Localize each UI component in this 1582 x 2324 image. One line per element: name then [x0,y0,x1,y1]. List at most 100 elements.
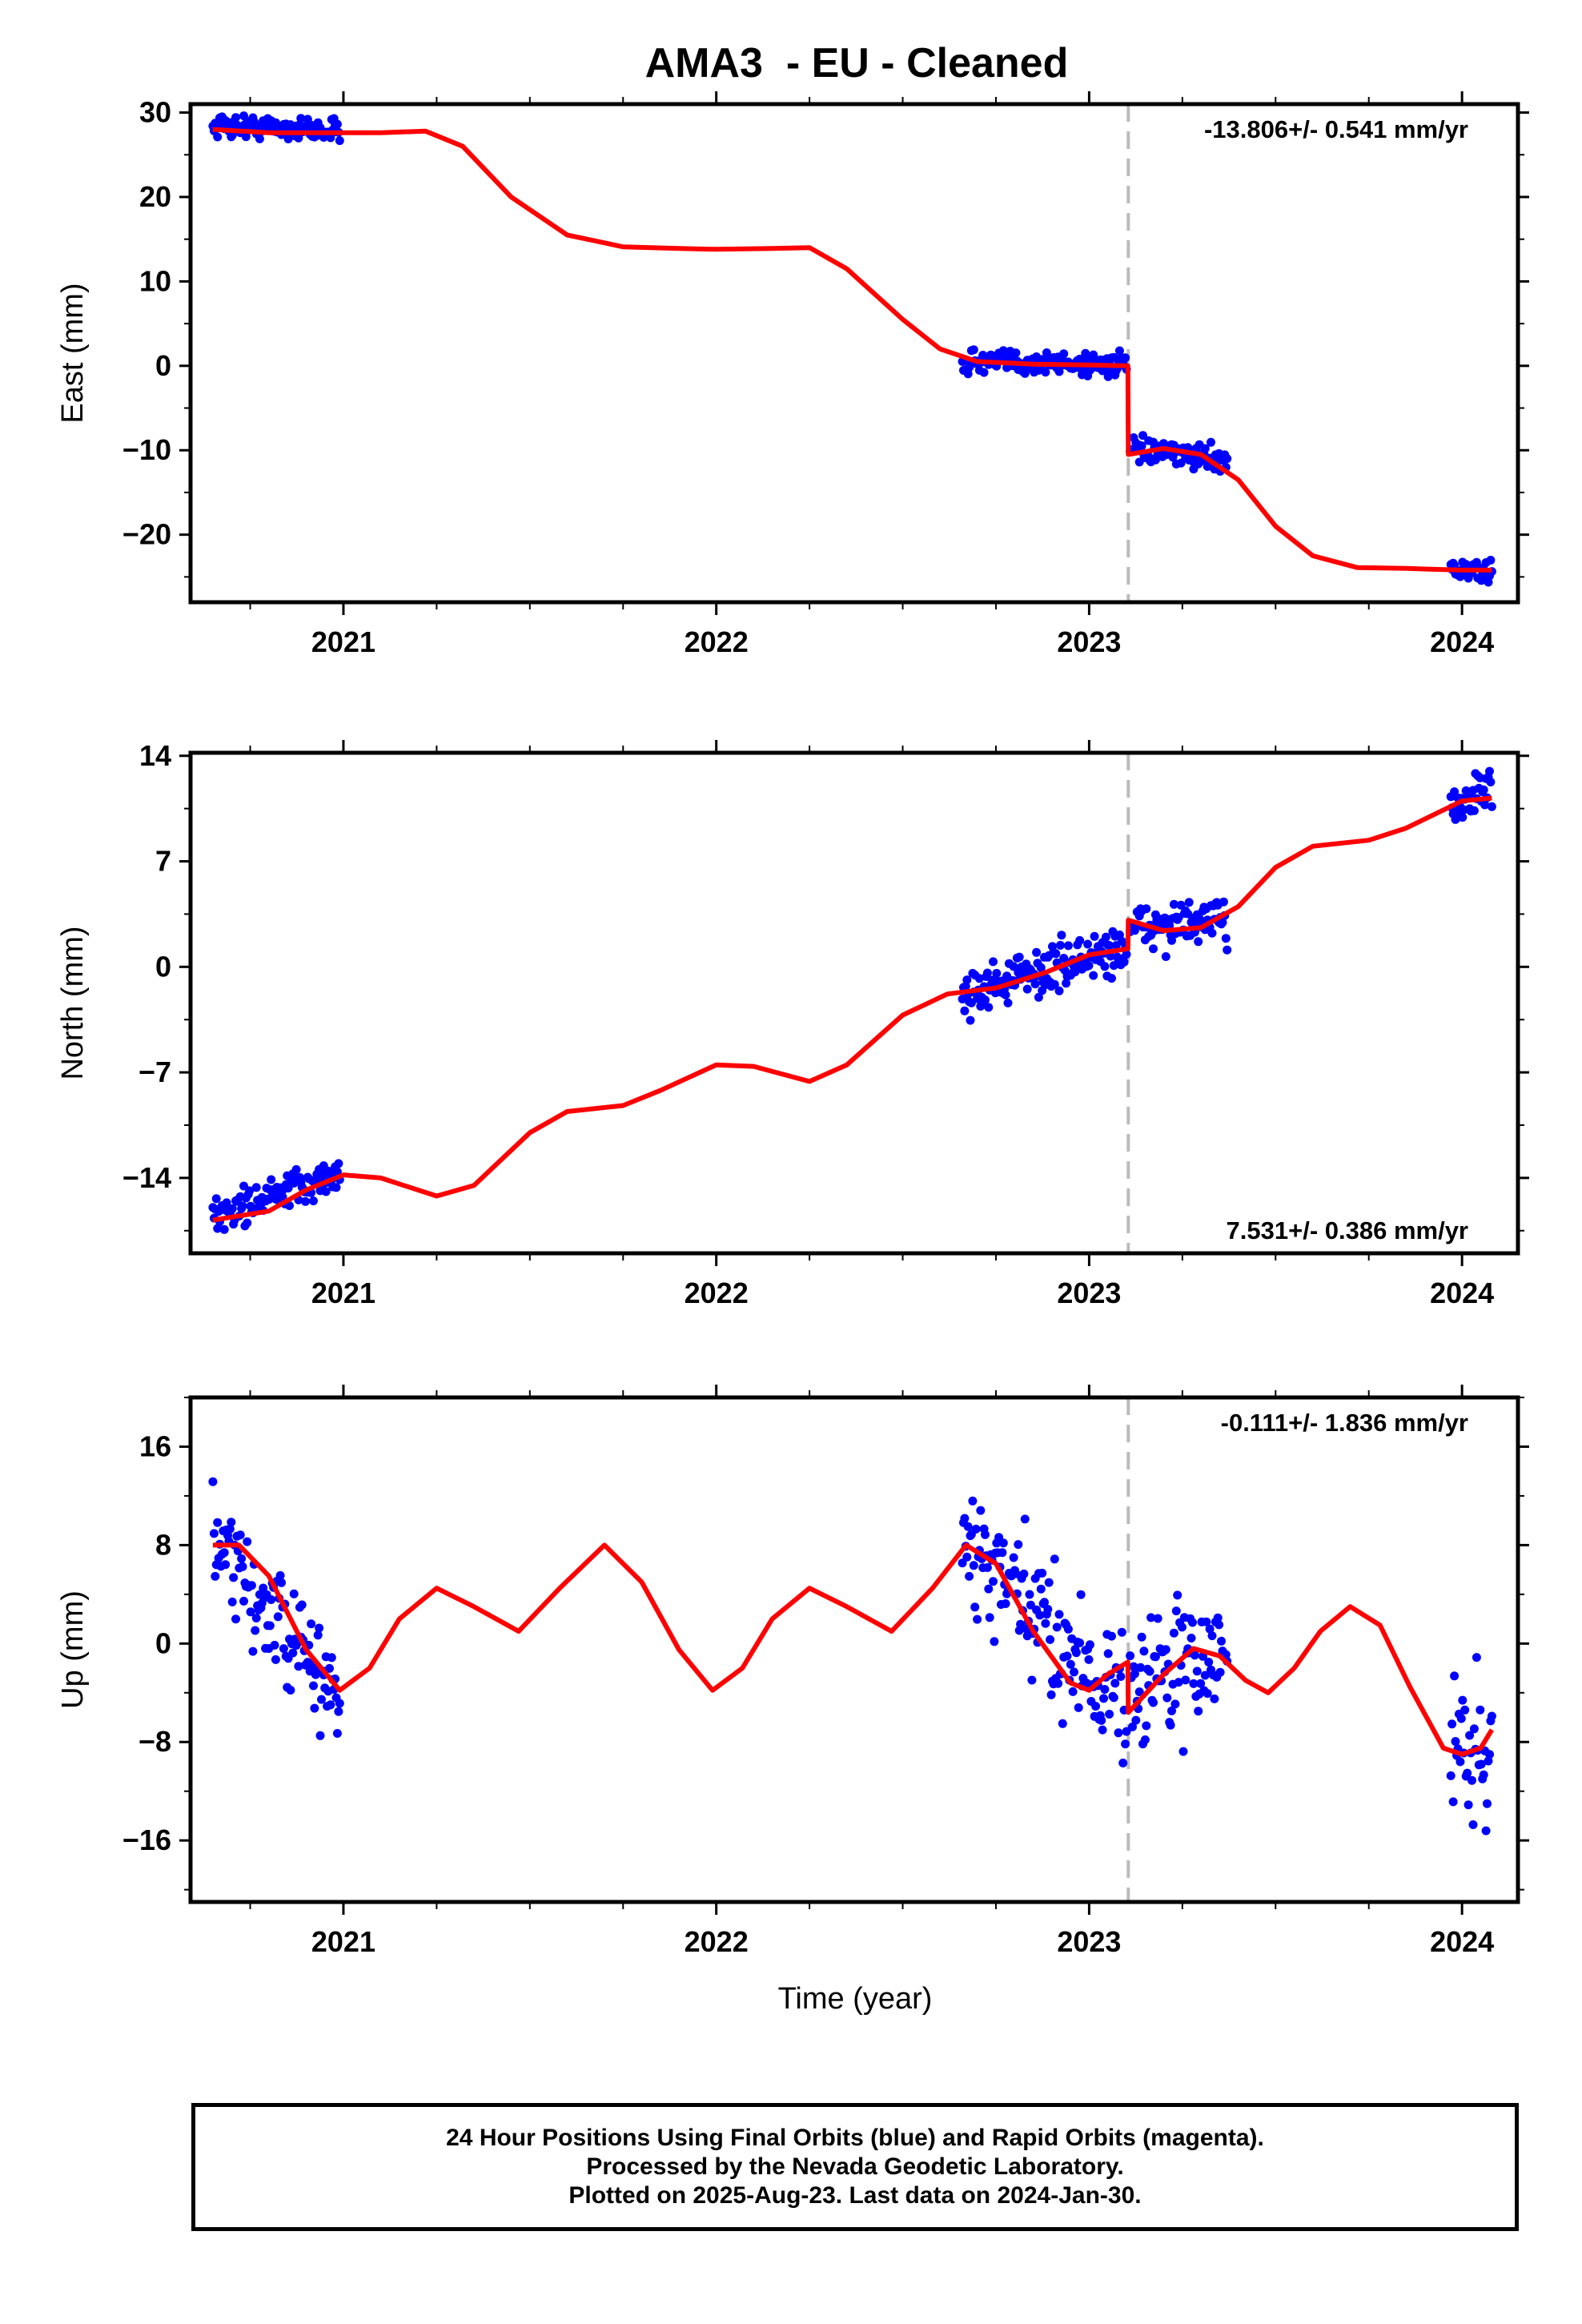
data-point [1139,1647,1149,1656]
data-point [1107,1631,1116,1641]
data-point [209,1529,219,1538]
data-point [971,1524,981,1534]
y-tick-label: −16 [122,1823,171,1856]
model-fit-line [212,1542,1494,1757]
data-point [1194,1707,1203,1716]
data-point [1038,1568,1047,1578]
data-point [982,968,992,978]
y-axis-title: Up (mm) [56,1590,90,1709]
north-panel: 14 7 0 −7 −14 2021 2022 2023 2024 North (mm) 7.531… [56,739,1529,1309]
data-point [246,1607,255,1617]
data-point [1014,1540,1023,1550]
up-panel: 16 8 0 −8 −16 2021 2022 2023 2024 Up (mm) -0.111+/… [56,1385,1529,1958]
y-tick-label: −20 [122,518,171,551]
data-point [1136,1663,1146,1672]
data-point [1479,1770,1488,1779]
y-tick-label: 8 [155,1528,171,1561]
x-tick-label: 2024 [1430,1277,1494,1309]
data-point [1186,1634,1196,1642]
data-point [1210,1694,1219,1703]
data-point [1150,1652,1160,1662]
data-point [1054,1610,1064,1619]
x-tick-label: 2022 [685,1277,749,1309]
data-point [1122,950,1131,959]
data-point [1448,1797,1458,1807]
data-point [1097,1715,1106,1725]
data-point [1190,1651,1199,1660]
data-point [1075,935,1085,945]
model-fit-line [212,127,1492,573]
data-point [1142,1721,1151,1731]
velocity-annotation: -0.111+/- 1.836 mm/yr [1221,1409,1468,1437]
data-point [245,1186,255,1196]
data-point [1118,1759,1128,1767]
data-point [1054,1679,1063,1688]
data-point [1050,1554,1059,1564]
data-point [1451,1737,1460,1746]
data-point [310,1703,319,1713]
data-point [1116,1672,1126,1681]
data-point [238,1201,247,1211]
y-tick-label: 0 [155,950,171,983]
data-point [1040,1598,1049,1607]
data-point [1469,806,1479,815]
data-point [1184,898,1194,907]
data-point [326,133,335,143]
velocity-annotation: 7.531+/- 0.386 mm/yr [1227,1216,1468,1244]
data-point [229,1573,239,1582]
data-point [1174,1678,1183,1687]
data-point [1456,1714,1466,1723]
data-point [222,1198,231,1208]
data-point [1204,1658,1214,1667]
data-point [981,995,990,1005]
data-point [1450,1671,1460,1681]
data-point [1046,1634,1055,1644]
data-point [1447,1719,1457,1729]
data-point [1022,984,1032,994]
data-point [1223,945,1232,955]
data-point [326,1700,335,1710]
data-point [1464,1800,1473,1810]
data-point [1487,802,1496,811]
data-point [1217,1636,1226,1646]
data-point [962,1552,972,1562]
y-tick-label: 0 [155,1626,171,1659]
data-point [313,1630,323,1640]
data-point [969,345,978,355]
data-point [1119,957,1129,967]
data-point [327,1653,336,1663]
data-point [259,1583,268,1593]
velocity-annotation: -13.806+/- 0.541 mm/yr [1204,115,1468,143]
data-point [1149,944,1158,954]
data-point [1129,1662,1138,1671]
data-point [1084,1655,1094,1664]
data-point [1161,952,1170,961]
data-point [1203,1689,1212,1699]
data-point [1134,1687,1144,1697]
data-point [1486,778,1496,786]
data-point [1221,934,1231,943]
data-point [237,1554,247,1563]
data-point [1465,1731,1475,1740]
data-point [1054,986,1064,995]
data-point [1463,1768,1472,1778]
data-point [1098,1725,1107,1735]
data-point [1084,961,1094,971]
data-point [982,1563,992,1572]
data-point [1066,1659,1075,1669]
data-point [1170,1699,1180,1709]
data-point [1036,1584,1046,1594]
data-point [1105,1710,1114,1719]
data-point [1192,1667,1202,1676]
data-point [1207,928,1217,938]
y-tick-label: 7 [155,845,171,878]
data-point [317,1695,326,1704]
data-point [1173,1590,1182,1600]
data-point [1200,1671,1210,1680]
data-point [1469,1724,1479,1734]
data-point [979,368,989,377]
data-point [334,1707,343,1716]
y-tick-label: 14 [139,739,171,772]
x-tick-label: 2023 [1057,625,1121,658]
